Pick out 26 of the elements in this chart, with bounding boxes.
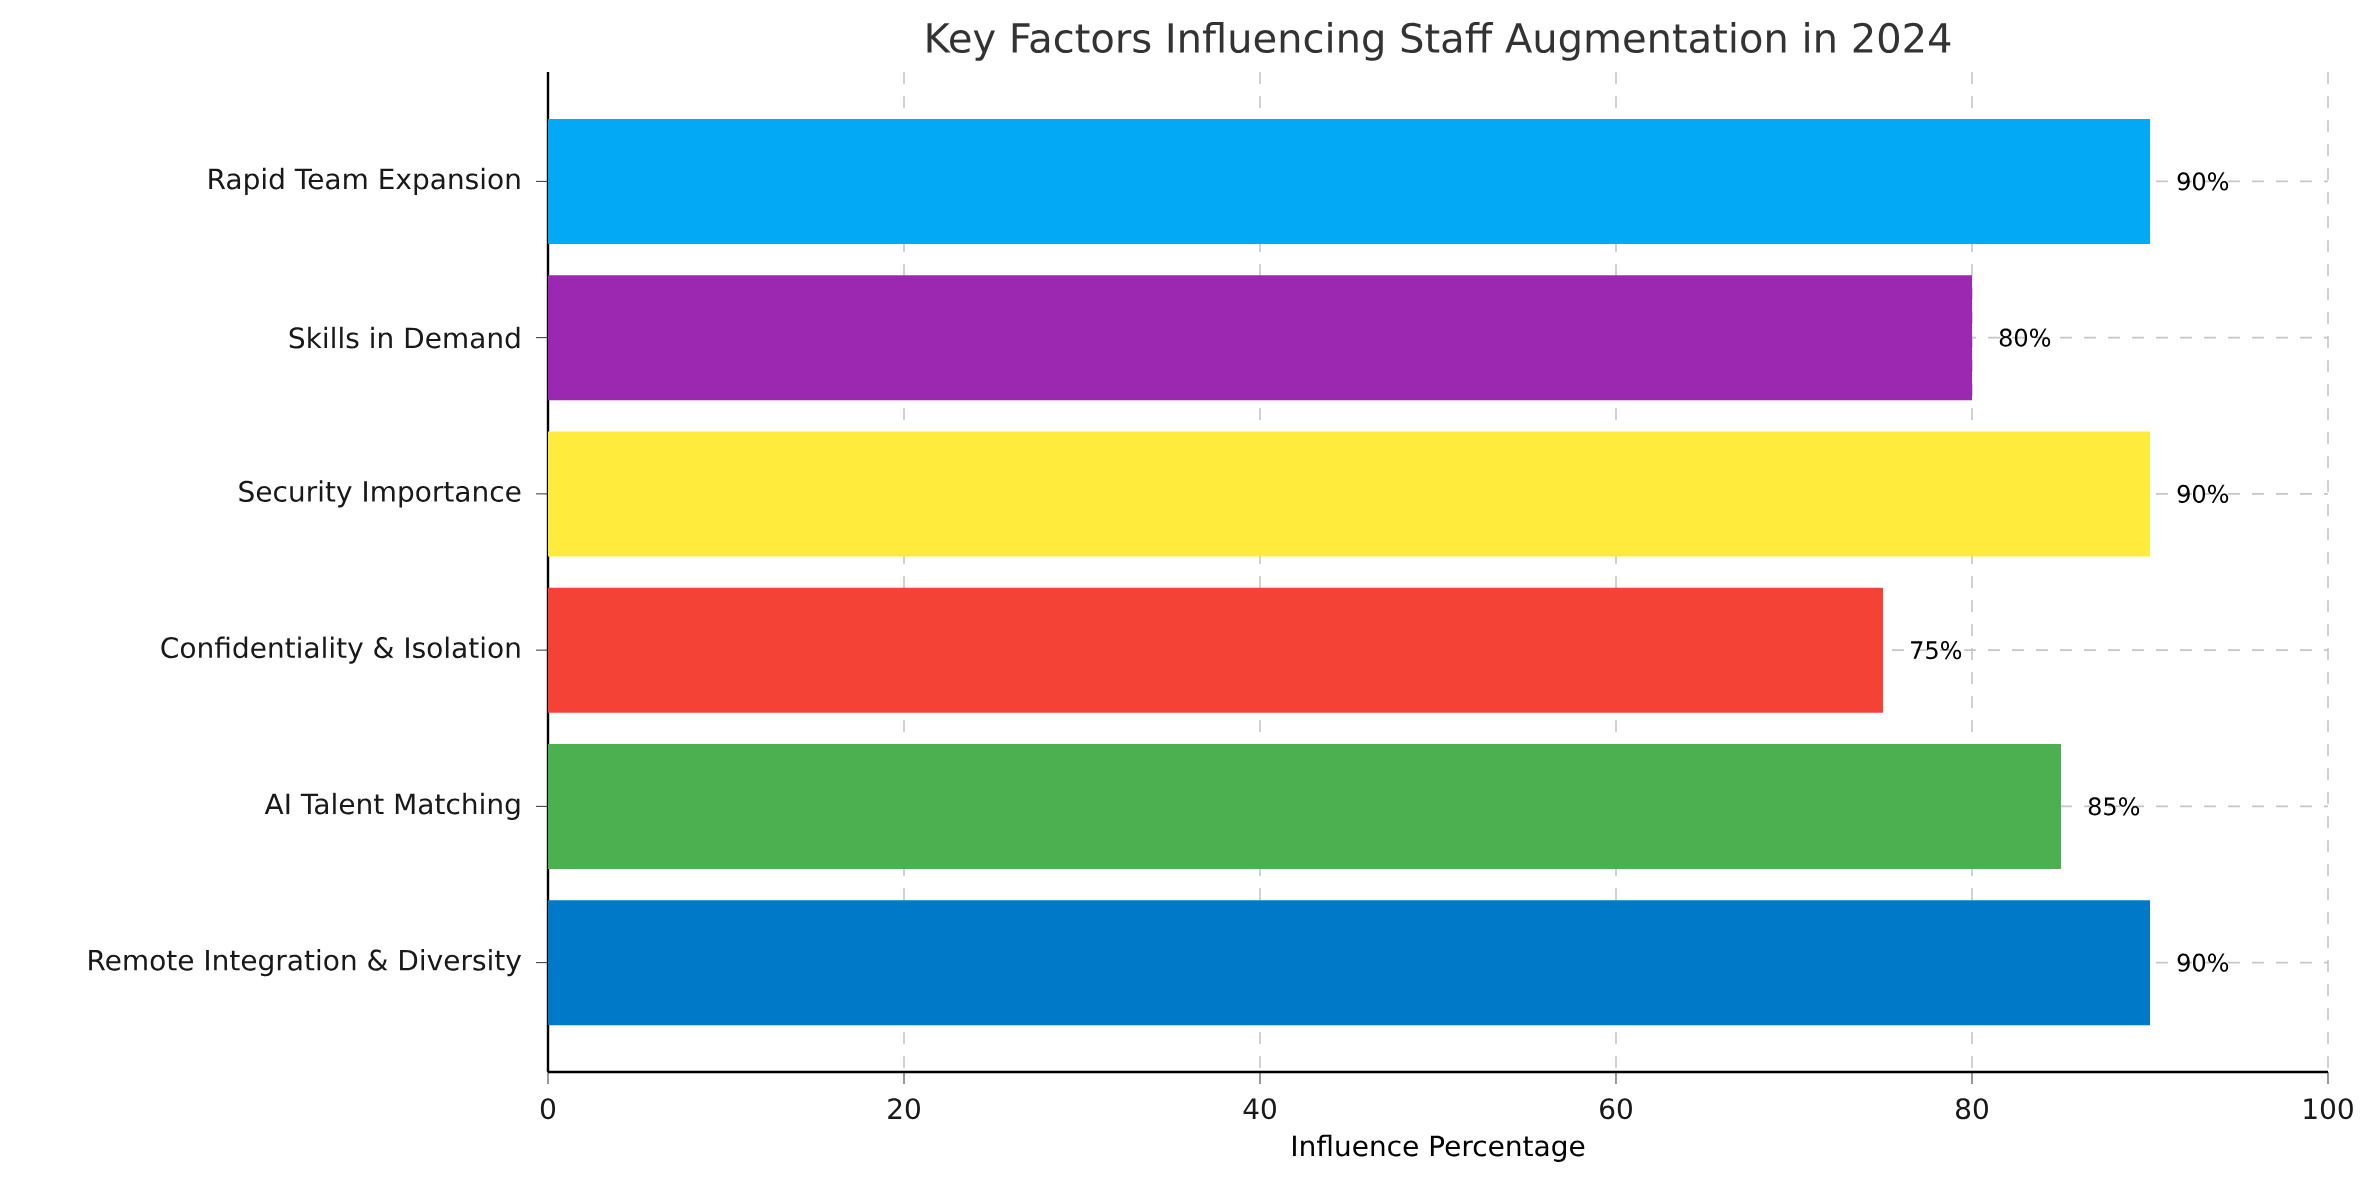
chart-title: Key Factors Influencing Staff Augmentation in 2024 (927, 22, 1951, 61)
y-tick-label: Rapid Team Expansion (209, 167, 520, 195)
bar (548, 275, 1973, 401)
bar (548, 743, 2061, 869)
data-label: 85% (2088, 797, 2140, 816)
bar (548, 431, 2151, 557)
data-label: 80% (1999, 328, 2051, 347)
y-tick-label: AI Talent Matching (264, 792, 520, 820)
bar (548, 118, 2151, 244)
x-tick-label: 80 (1956, 1098, 1988, 1120)
y-tick-label: Remote Integration & Diversity (89, 949, 522, 977)
y-tick-label: Confidentiality & Isolation (161, 636, 520, 664)
data-label: 90% (2177, 172, 2229, 191)
x-tick-label: 100 (2304, 1098, 2353, 1120)
y-tick-label: Security Importance (239, 480, 521, 508)
x-tick-label: 20 (888, 1098, 920, 1120)
x-tick-label: 60 (1600, 1098, 1632, 1120)
bar (548, 587, 1884, 713)
data-label: 90% (2177, 484, 2229, 503)
data-label: 90% (2177, 953, 2229, 972)
x-axis-title: Influence Percentage (1293, 1134, 1585, 1162)
x-tick-label: 0 (540, 1098, 556, 1120)
data-label: 75% (1911, 641, 1962, 660)
x-tick-label: 40 (1243, 1098, 1276, 1120)
y-tick-label: Skills in Demand (289, 326, 520, 349)
bar (548, 900, 2151, 1026)
